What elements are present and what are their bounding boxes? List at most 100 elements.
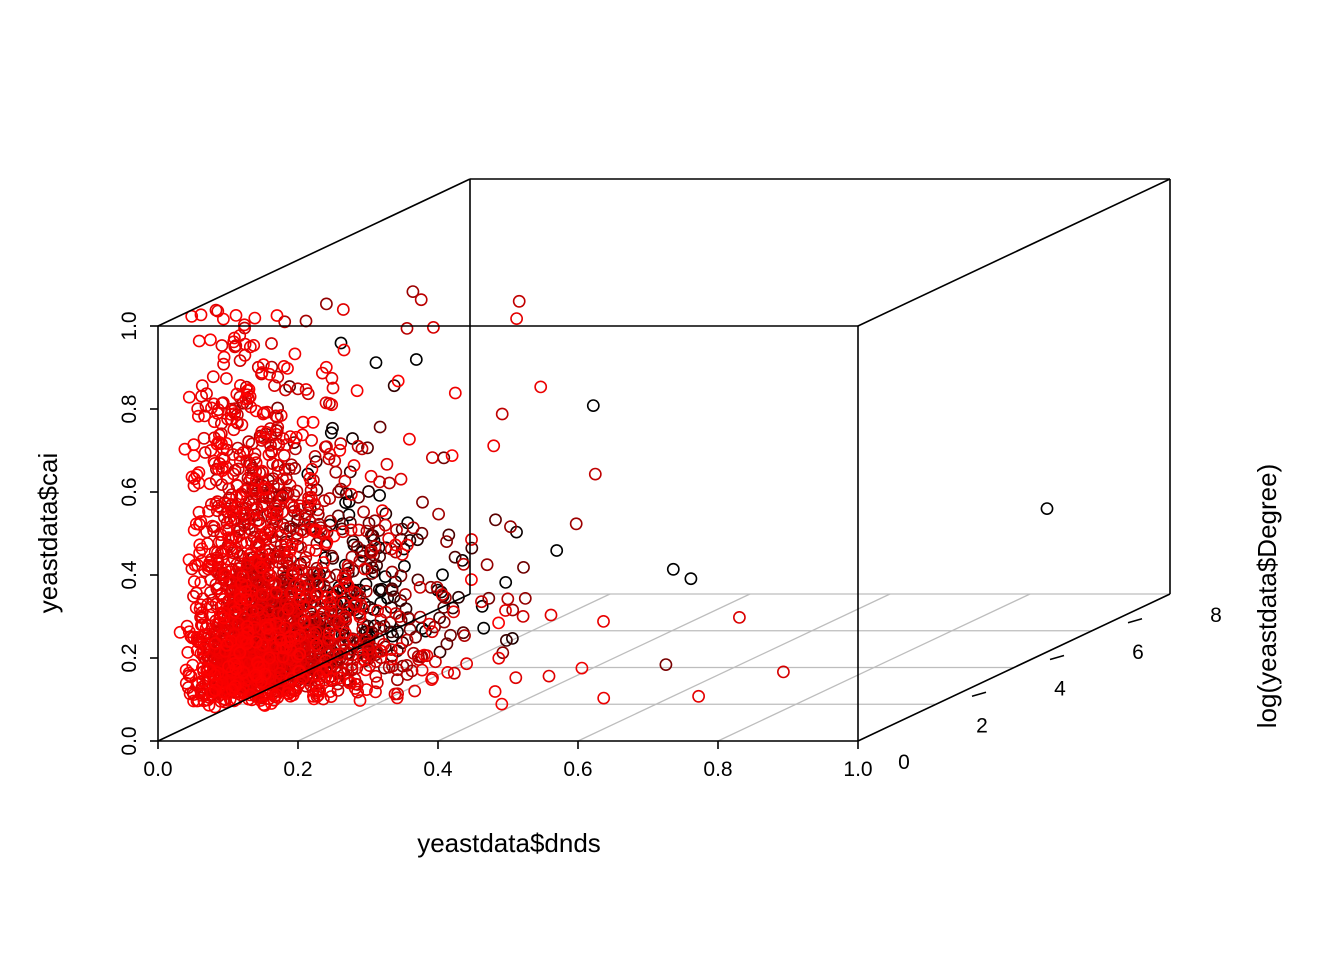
data-point	[333, 443, 347, 457]
data-point	[317, 579, 331, 592]
data-point	[317, 556, 331, 569]
data-point	[276, 650, 290, 664]
data-point	[1040, 502, 1054, 515]
data-point	[195, 661, 209, 675]
data-point	[190, 644, 204, 657]
data-point	[197, 431, 211, 445]
data-point	[370, 645, 384, 659]
data-point	[281, 686, 294, 700]
data-point	[187, 694, 200, 708]
data-point	[413, 610, 427, 624]
data-point	[326, 381, 340, 395]
data-point	[360, 524, 374, 538]
z-axis-title: log(yeastdata$Degree)	[1252, 464, 1282, 729]
data-point	[269, 586, 283, 599]
data-point	[293, 578, 307, 592]
data-point	[287, 630, 301, 644]
data-point	[413, 581, 427, 594]
data-point	[258, 667, 272, 681]
data-point	[341, 662, 354, 675]
data-point	[224, 634, 238, 648]
data-point	[347, 459, 361, 472]
data-point	[512, 294, 526, 308]
data-point	[482, 591, 496, 605]
data-point	[492, 616, 505, 630]
data-point	[205, 519, 219, 533]
data-point	[309, 455, 323, 469]
data-point	[406, 285, 420, 298]
data-point	[222, 511, 236, 525]
data-point	[336, 303, 350, 316]
data-point	[438, 591, 452, 604]
data-point	[256, 407, 270, 421]
data-point	[263, 651, 276, 665]
data-point	[477, 621, 491, 635]
data-point	[291, 566, 305, 580]
data-point	[195, 379, 209, 393]
data-point	[192, 334, 206, 348]
data-point	[392, 610, 406, 623]
data-point	[369, 685, 382, 699]
data-point	[265, 658, 279, 672]
data-point	[408, 684, 422, 698]
data-point	[586, 399, 600, 412]
data-point	[465, 533, 478, 546]
data-point	[187, 590, 200, 603]
data-point	[325, 398, 339, 412]
data-point	[362, 485, 375, 498]
data-point	[387, 590, 401, 604]
data-point	[517, 561, 530, 574]
data-point	[305, 492, 318, 506]
data-point	[356, 648, 370, 662]
data-point	[230, 500, 244, 514]
data-point	[185, 631, 199, 645]
data-point	[309, 544, 323, 557]
data-point	[268, 379, 281, 392]
data-point	[268, 576, 282, 590]
data-point	[285, 541, 299, 554]
data-point	[215, 552, 229, 566]
data-point	[307, 692, 321, 706]
data-point	[181, 646, 195, 659]
data-point	[388, 538, 402, 552]
data-point	[444, 628, 457, 642]
data-point	[414, 293, 428, 307]
data-point	[202, 504, 215, 518]
data-point	[257, 698, 270, 711]
data-point	[426, 320, 440, 334]
data-point	[365, 567, 379, 580]
data-point	[379, 605, 393, 619]
data-point	[285, 672, 299, 685]
data-point	[301, 495, 315, 509]
data-point	[492, 651, 506, 665]
data-point	[275, 505, 289, 519]
data-point	[406, 521, 420, 535]
data-point	[350, 384, 364, 398]
data-point	[229, 308, 243, 322]
data-point	[214, 589, 228, 603]
data-point	[306, 415, 320, 429]
data-point	[362, 516, 376, 530]
data-point	[692, 689, 705, 703]
data-point	[249, 515, 263, 528]
data-point	[322, 452, 336, 466]
data-point	[214, 501, 228, 515]
data-point	[380, 457, 394, 471]
data-point	[187, 523, 201, 537]
data-point	[425, 451, 439, 464]
data-point	[341, 559, 355, 573]
data-point	[309, 678, 322, 692]
data-point	[319, 654, 333, 667]
data-point	[325, 590, 339, 604]
data-point	[733, 611, 746, 624]
data-point	[310, 587, 323, 601]
data-point	[260, 621, 274, 635]
data-point	[208, 700, 222, 714]
x-tick-label: 0.6	[563, 758, 592, 781]
data-point	[348, 585, 362, 599]
data-point	[279, 383, 292, 397]
z-tick-mark	[1049, 654, 1065, 661]
data-point	[290, 650, 304, 663]
axis-ticks: 0.0 0.2 0.4 0.6 0.8 1.0 0.0 0.2 0.4 0.6 0.8 1.0 0 2 4 6…	[118, 311, 1222, 781]
data-point	[499, 576, 513, 589]
